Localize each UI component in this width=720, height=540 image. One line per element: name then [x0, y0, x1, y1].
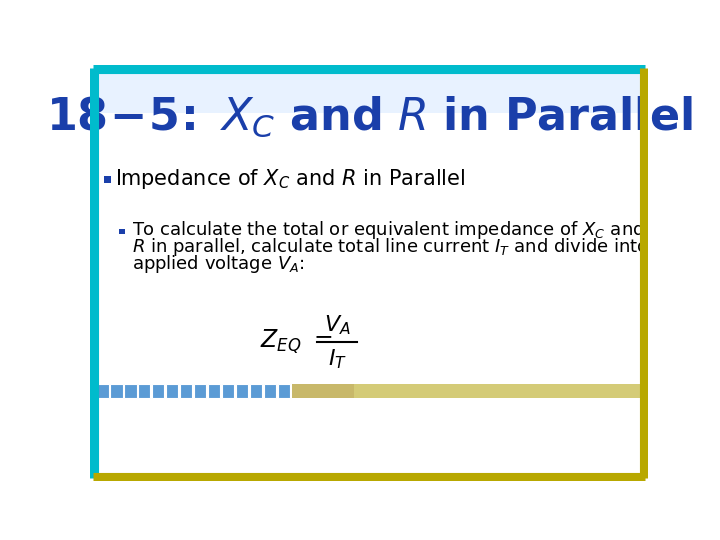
- Bar: [292, 384, 645, 398]
- Bar: [250, 384, 262, 398]
- Bar: [277, 384, 290, 398]
- Bar: [120, 229, 125, 234]
- Bar: [96, 71, 642, 126]
- Bar: [194, 384, 206, 398]
- Bar: [235, 384, 248, 398]
- Bar: [208, 384, 220, 398]
- Bar: [354, 384, 645, 398]
- Bar: [222, 384, 234, 398]
- Bar: [166, 384, 179, 398]
- Text: $V_A$: $V_A$: [324, 313, 351, 337]
- Text: $\bf{18\!-\!5\!:}\ \mathit{X}_{\mathit{C}}\ \bf{and}\ \mathit{R}\ \bf{in\ Parall: $\bf{18\!-\!5\!:}\ \mathit{X}_{\mathit{C…: [45, 95, 693, 139]
- Bar: [124, 384, 137, 398]
- Text: $\mathit{R}$ in parallel, calculate total line current $\mathit{I}_{\mathit{T}}$: $\mathit{R}$ in parallel, calculate tota…: [132, 237, 649, 258]
- Bar: [138, 384, 150, 398]
- Bar: [264, 384, 276, 398]
- Bar: [104, 177, 111, 184]
- Bar: [152, 384, 164, 398]
- Text: To calculate the total or equivalent impedance of $\mathit{X}_{\mathit{C}}$ and: To calculate the total or equivalent imp…: [132, 219, 644, 241]
- Text: $Z_{EQ}\ =$: $Z_{EQ}\ =$: [261, 328, 333, 356]
- Bar: [96, 384, 109, 398]
- Text: $I_T$: $I_T$: [328, 347, 347, 371]
- Bar: [180, 384, 192, 398]
- Text: Impedance of $\mathit{X}_{\mathit{C}}$ and $\mathit{R}$ in Parallel: Impedance of $\mathit{X}_{\mathit{C}}$ a…: [114, 167, 465, 191]
- Bar: [110, 384, 122, 398]
- Bar: [96, 112, 642, 475]
- Text: applied voltage $\mathit{V}_{\mathit{A}}$:: applied voltage $\mathit{V}_{\mathit{A}}…: [132, 253, 305, 275]
